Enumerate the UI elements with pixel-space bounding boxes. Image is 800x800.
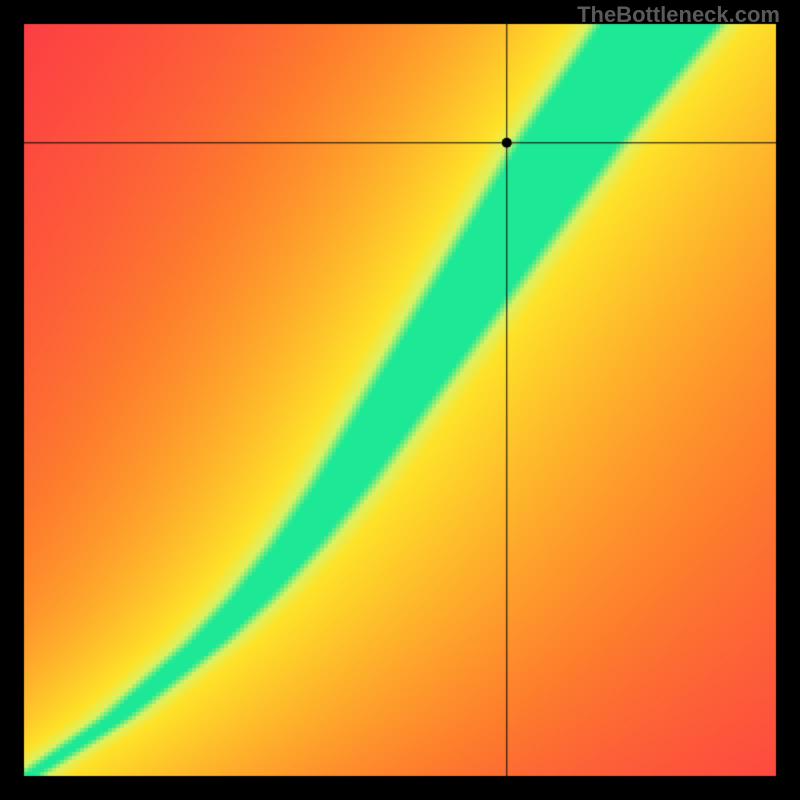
watermark-text: TheBottleneck.com <box>577 2 780 28</box>
chart-container: TheBottleneck.com <box>0 0 800 800</box>
bottleneck-heatmap <box>0 0 800 800</box>
